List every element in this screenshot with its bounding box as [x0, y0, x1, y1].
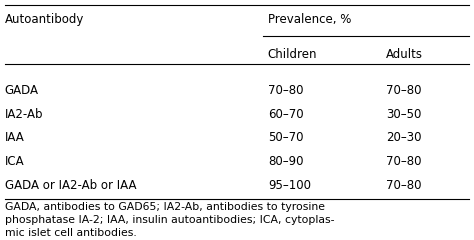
Text: GADA, antibodies to GAD65; IA2-Ab, antibodies to tyrosine
phosphatase IA-2; IAA,: GADA, antibodies to GAD65; IA2-Ab, antib…	[5, 202, 334, 238]
Text: 70–80: 70–80	[386, 84, 422, 97]
Text: ICA: ICA	[5, 155, 24, 168]
Text: IA2-Ab: IA2-Ab	[5, 108, 43, 120]
Text: Adults: Adults	[386, 48, 423, 61]
Text: 50–70: 50–70	[268, 132, 303, 144]
Text: 30–50: 30–50	[386, 108, 422, 120]
Text: 80–90: 80–90	[268, 155, 303, 168]
Text: 95–100: 95–100	[268, 179, 311, 192]
Text: 70–80: 70–80	[386, 155, 422, 168]
Text: 70–80: 70–80	[386, 179, 422, 192]
Text: GADA: GADA	[5, 84, 39, 97]
Text: GADA or IA2-Ab or IAA: GADA or IA2-Ab or IAA	[5, 179, 136, 192]
Text: Autoantibody: Autoantibody	[5, 13, 84, 26]
Text: 60–70: 60–70	[268, 108, 303, 120]
Text: IAA: IAA	[5, 132, 25, 144]
Text: Prevalence, %: Prevalence, %	[268, 13, 351, 26]
Text: 20–30: 20–30	[386, 132, 422, 144]
Text: Children: Children	[268, 48, 317, 61]
Text: 70–80: 70–80	[268, 84, 303, 97]
